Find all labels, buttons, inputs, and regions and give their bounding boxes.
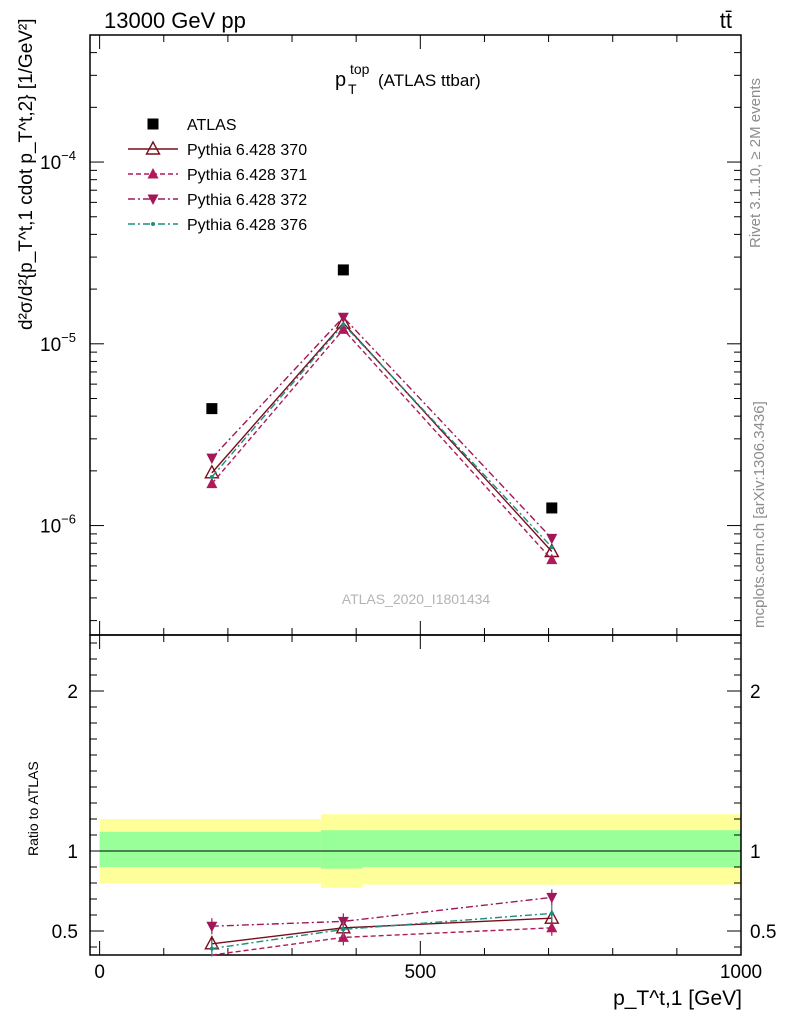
x-tick-label: 0: [94, 962, 105, 983]
ratio-ylabel: Ratio to ATLAS: [25, 761, 41, 856]
title-main: p: [335, 69, 346, 91]
analysis-watermark: ATLAS_2020_I1801434: [342, 591, 491, 607]
main-point-0-0: [206, 403, 218, 415]
main-point-4-1: [341, 322, 346, 327]
main-point-3-0: [206, 453, 218, 465]
ratio-point-3-2: [549, 911, 554, 916]
ratio-series-line-3: [211, 912, 552, 950]
y-tick-label: 10−4: [40, 148, 76, 174]
ratio-point-3-1: [341, 927, 346, 932]
ratio-y-tick-label-right: 0.5: [750, 922, 776, 943]
main-ylabel: d²σ/d²{p_T^t,1 cdot p_T^t,2} [1/GeV²]: [16, 18, 37, 330]
title-sub: T: [348, 81, 357, 97]
ratio-point-3-0: [209, 946, 214, 951]
rivet-label: Rivet 3.1.10, ≥ 2M events: [747, 78, 764, 248]
band-inner-0: [99, 831, 321, 867]
main-point-4-2: [549, 545, 554, 550]
legend-marker-0: [147, 118, 159, 130]
axis-ticks: 0 500 1000 10−6 10−5 10−4 0.5 0.5 1 1 2 2: [40, 34, 776, 983]
ratio-y-tick-label-right: 1: [750, 842, 761, 863]
ratio-uncertainty-bands: [90, 814, 741, 888]
main-point-0-1: [337, 264, 349, 276]
y-tick-label: 10−5: [40, 330, 76, 356]
band-inner-2: [362, 830, 741, 867]
beam-label: 13000 GeV pp: [104, 8, 246, 33]
legend-label-2: Pythia 6.428 371: [187, 167, 307, 184]
main-series-line-3: [211, 316, 553, 539]
legend-label-1: Pythia 6.428 370: [187, 142, 307, 159]
ratio-series-line-2: [211, 896, 552, 927]
mcplots-label: mcplots.cern.ch [arXiv:1306.3436]: [751, 401, 768, 628]
ratio-y-tick-label: 2: [67, 682, 78, 703]
ratio-point-2-2: [546, 892, 558, 904]
plot-title: p top T (ATLAS ttbar): [335, 61, 481, 97]
ratio-y-tick-label: 1: [67, 842, 78, 863]
legend: ATLAS Pythia 6.428 370 Pythia 6.428 371 Pyt…: [128, 117, 307, 234]
legend-marker-4: [151, 222, 155, 226]
legend-marker-3: [147, 194, 159, 205]
main-point-2-2: [546, 553, 558, 565]
legend-marker-1: [145, 140, 161, 155]
title-rest: (ATLAS ttbar): [378, 71, 481, 90]
legend-label-3: Pythia 6.428 372: [187, 192, 307, 209]
legend-marker-2: [147, 168, 159, 179]
legend-label-4: Pythia 6.428 376: [187, 217, 307, 234]
process-label: tt̄: [720, 8, 732, 33]
main-series-line-2: [211, 328, 553, 561]
title-sup: top: [350, 61, 370, 77]
ratio-y-tick-label: 0.5: [52, 922, 78, 943]
band-inner-1: [320, 830, 363, 869]
main-series-line-4: [211, 323, 553, 548]
main-point-3-1: [337, 312, 349, 324]
main-point-2-1: [337, 323, 349, 334]
ratio-y-tick-label-right: 2: [750, 682, 761, 703]
legend-label-0: ATLAS: [187, 117, 237, 134]
ratio-panel-frame: [89, 634, 742, 956]
main-point-3-2: [546, 533, 558, 545]
ratio-point-2-0: [206, 921, 218, 933]
main-series: [204, 264, 560, 565]
y-tick-label: 10−6: [40, 512, 76, 538]
ratio-series-line-0: [211, 917, 552, 945]
x-tick-label: 1000: [720, 962, 762, 983]
ratio-series: [204, 889, 560, 957]
x-tick-label: 500: [404, 962, 436, 983]
main-point-2-0: [206, 477, 218, 489]
ratio-point-1-2: [546, 921, 558, 933]
main-point-4-0: [209, 475, 214, 480]
main-series-line-1: [211, 322, 553, 552]
xlabel: p_T^t,1 [GeV]: [613, 987, 742, 1010]
main-point-0-2: [546, 502, 558, 514]
